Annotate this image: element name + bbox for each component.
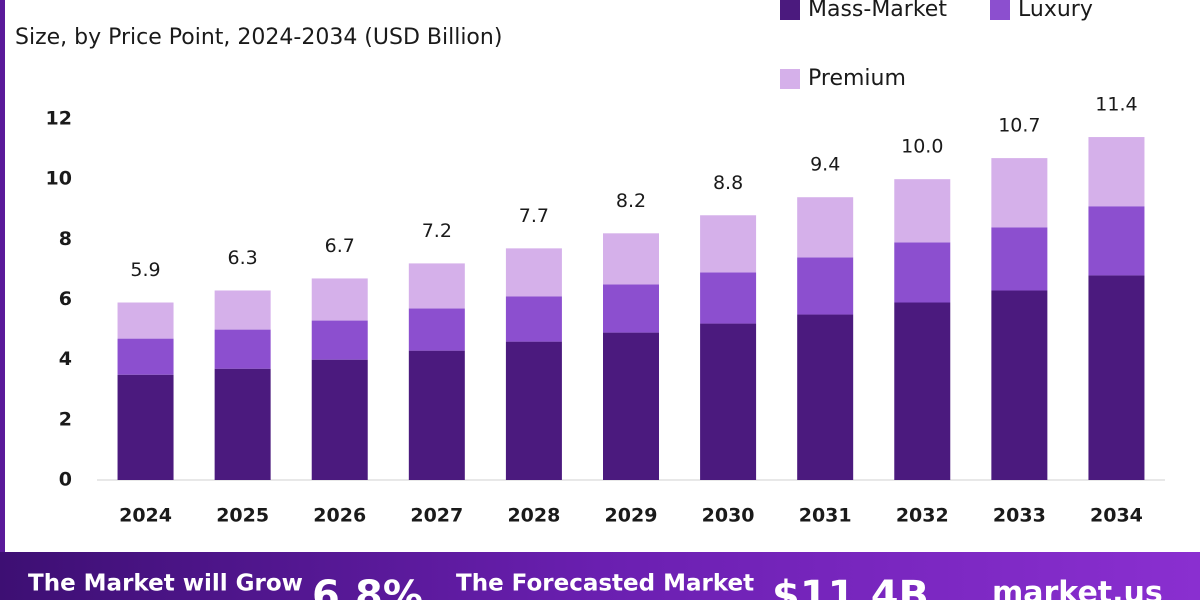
y-tick-label: 2	[59, 408, 72, 430]
legend-swatch	[780, 0, 800, 20]
bar-segment	[797, 197, 854, 258]
total-label: 6.7	[325, 235, 355, 257]
x-tick-label: 2031	[799, 505, 852, 527]
legend-label: Mass-Market	[808, 0, 947, 22]
y-tick-label: 8	[59, 228, 72, 250]
bar-segment	[700, 215, 757, 273]
bar-segment	[117, 374, 174, 480]
bar-segment	[311, 278, 368, 321]
bar-segment	[505, 296, 562, 342]
total-label: 10.7	[998, 115, 1040, 137]
bar-segment	[603, 233, 659, 285]
x-tick-label: 2030	[702, 505, 755, 527]
total-label: 9.4	[810, 154, 840, 176]
x-tick-label: 2028	[507, 505, 560, 527]
page-border	[0, 0, 5, 560]
banner-text: The Forecasted Market	[456, 571, 754, 597]
total-label: 11.4	[1095, 94, 1137, 116]
x-tick-label: 2025	[216, 505, 269, 527]
banner-background	[0, 552, 1200, 600]
bar-segment	[603, 284, 659, 333]
bar-segment	[1088, 137, 1145, 207]
bar-segment	[505, 248, 562, 297]
bar-segment	[700, 323, 757, 480]
bar-segment	[117, 302, 174, 339]
bar-segment	[1088, 206, 1145, 276]
brand-logo: market.us	[992, 576, 1163, 600]
banner-value: 6.8%	[312, 573, 423, 600]
bar-segment	[408, 263, 465, 309]
bar-segment	[991, 227, 1048, 291]
bar-segment	[408, 308, 465, 351]
bar-segment	[894, 179, 951, 243]
bar-segment	[797, 314, 854, 480]
bar-segment	[1088, 275, 1145, 480]
bar-segment	[311, 320, 368, 360]
bar-segment	[603, 332, 659, 480]
bar-segment	[505, 341, 562, 480]
y-tick-label: 4	[59, 348, 72, 370]
bar-segment	[408, 350, 465, 480]
y-tick-label: 6	[59, 288, 72, 310]
bar-segment	[894, 242, 951, 303]
total-label: 6.3	[228, 247, 258, 269]
y-tick-label: 10	[46, 168, 72, 190]
x-tick-label: 2033	[993, 505, 1046, 527]
bar-segment	[991, 158, 1048, 228]
x-tick-label: 2026	[313, 505, 366, 527]
total-label: 7.7	[519, 205, 549, 227]
bar-segment	[311, 359, 368, 480]
total-label: 8.2	[616, 190, 646, 212]
chart-subtitle: Size, by Price Point, 2024-2034 (USD Bil…	[15, 25, 502, 50]
bar-segment	[797, 257, 854, 315]
bar-segment	[700, 272, 757, 324]
bar-segment	[117, 338, 174, 375]
y-tick-label: 0	[59, 469, 72, 491]
legend-swatch	[780, 69, 800, 89]
y-tick-label: 12	[46, 108, 72, 130]
x-tick-label: 2024	[119, 505, 172, 527]
legend-label: Premium	[808, 66, 906, 91]
x-tick-label: 2027	[410, 505, 463, 527]
legend-label: Luxury	[1018, 0, 1093, 22]
x-tick-label: 2029	[605, 505, 658, 527]
total-label: 8.8	[713, 172, 743, 194]
bar-segment	[214, 368, 271, 480]
bar-segment	[991, 290, 1048, 480]
banner-value: $11.4B	[772, 573, 929, 600]
total-label: 7.2	[422, 220, 452, 242]
x-tick-label: 2034	[1090, 505, 1143, 527]
legend-swatch	[990, 0, 1010, 20]
total-label: 10.0	[901, 136, 943, 158]
bar-segment	[214, 329, 271, 369]
bar-segment	[894, 302, 951, 480]
banner-text: The Market will Grow	[28, 571, 303, 597]
total-label: 5.9	[130, 259, 160, 281]
bar-segment	[214, 290, 271, 330]
x-tick-label: 2032	[896, 505, 949, 527]
